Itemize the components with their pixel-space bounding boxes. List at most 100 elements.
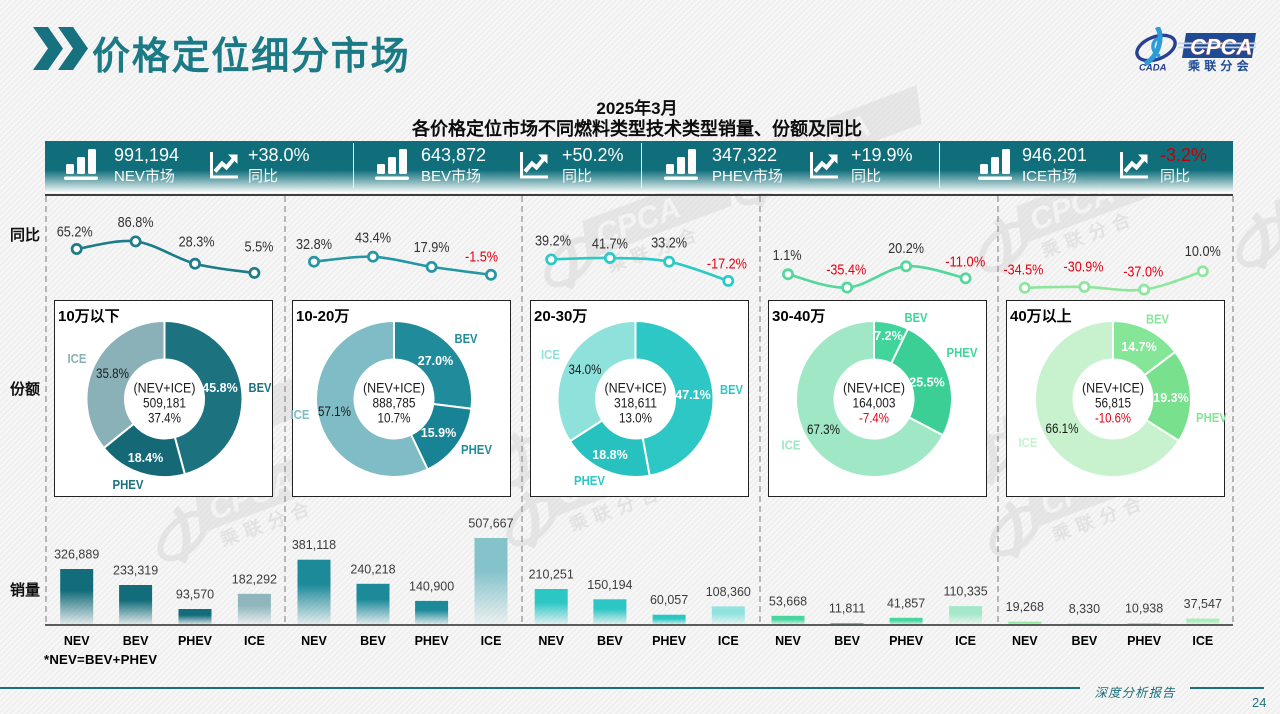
svg-text:326,889: 326,889 — [54, 548, 99, 562]
svg-text:240,218: 240,218 — [350, 562, 395, 576]
svg-text:27.0%: 27.0% — [418, 354, 453, 368]
svg-text:39.2%: 39.2% — [535, 233, 571, 250]
svg-text:20.2%: 20.2% — [888, 240, 924, 257]
svg-text:(NEV+ICE): (NEV+ICE) — [363, 381, 425, 396]
svg-text:+38.0%: +38.0% — [248, 145, 310, 165]
svg-text:NEV: NEV — [301, 634, 327, 648]
svg-text:BEV: BEV — [249, 380, 272, 395]
svg-text:PHEV: PHEV — [1196, 410, 1227, 425]
svg-text:57.1%: 57.1% — [318, 404, 351, 419]
svg-text:同比: 同比 — [1160, 168, 1190, 185]
svg-text:347,322: 347,322 — [712, 145, 777, 165]
svg-text:19.3%: 19.3% — [1153, 391, 1188, 405]
svg-text:-10.6%: -10.6% — [1095, 411, 1131, 426]
svg-text:ICE: ICE — [541, 347, 560, 362]
svg-text:同比: 同比 — [248, 168, 278, 185]
svg-text:BEV: BEV — [1146, 312, 1169, 327]
svg-text:32.8%: 32.8% — [296, 236, 332, 253]
svg-text:NEV: NEV — [1012, 634, 1038, 648]
svg-text:CADA: CADA — [1139, 63, 1167, 74]
svg-text:60,057: 60,057 — [650, 593, 688, 607]
svg-text:41.7%: 41.7% — [592, 235, 628, 252]
svg-text:PHEV: PHEV — [889, 634, 924, 648]
svg-text:PHEV: PHEV — [461, 442, 492, 457]
svg-text:56,815: 56,815 — [1095, 396, 1131, 411]
svg-text:318,611: 318,611 — [614, 396, 657, 411]
svg-text:18.8%: 18.8% — [592, 448, 627, 462]
svg-text:PHEV: PHEV — [1127, 634, 1162, 648]
svg-text:28.3%: 28.3% — [179, 234, 215, 251]
svg-text:14.7%: 14.7% — [1121, 340, 1156, 354]
svg-text:BEV: BEV — [360, 634, 386, 648]
svg-text:NEV市场: NEV市场 — [114, 168, 175, 185]
svg-text:11,811: 11,811 — [829, 602, 865, 616]
svg-text:45.8%: 45.8% — [202, 381, 237, 395]
svg-text:(NEV+ICE): (NEV+ICE) — [605, 381, 667, 396]
svg-text:108,360: 108,360 — [706, 585, 751, 599]
svg-text:-17.2%: -17.2% — [707, 256, 747, 273]
svg-text:NEV: NEV — [64, 634, 90, 648]
svg-text:ICE: ICE — [291, 407, 310, 422]
svg-text:BEV: BEV — [123, 634, 149, 648]
svg-text:PHEV: PHEV — [574, 473, 605, 488]
svg-text:93,570: 93,570 — [176, 588, 214, 602]
svg-text:15.9%: 15.9% — [421, 426, 456, 440]
svg-text:-30.9%: -30.9% — [1064, 259, 1104, 276]
svg-text:150,194: 150,194 — [587, 578, 632, 592]
svg-text:18.4%: 18.4% — [128, 451, 163, 465]
svg-text:ICE: ICE — [718, 634, 739, 648]
svg-text:BEV: BEV — [1072, 634, 1098, 648]
svg-text:10.7%: 10.7% — [378, 411, 411, 426]
svg-text:86.8%: 86.8% — [118, 214, 154, 231]
svg-text:+19.9%: +19.9% — [851, 145, 913, 165]
svg-text:507,667: 507,667 — [468, 517, 513, 531]
svg-text:BEV: BEV — [597, 634, 623, 648]
svg-text:37.4%: 37.4% — [148, 411, 181, 426]
svg-text:PHEV市场: PHEV市场 — [712, 168, 783, 185]
svg-text:5.5%: 5.5% — [245, 239, 274, 256]
svg-text:NEV: NEV — [538, 634, 564, 648]
svg-text:10,938: 10,938 — [1125, 602, 1163, 616]
svg-text:164,003: 164,003 — [853, 396, 896, 411]
svg-text:643,872: 643,872 — [421, 145, 486, 165]
svg-text:ICE: ICE — [68, 351, 87, 366]
svg-text:ICE: ICE — [1192, 634, 1213, 648]
svg-text:888,785: 888,785 — [373, 396, 416, 411]
svg-text:(NEV+ICE): (NEV+ICE) — [843, 381, 905, 396]
svg-text:65.2%: 65.2% — [57, 223, 93, 240]
svg-text:381,118: 381,118 — [292, 538, 336, 552]
svg-text:ICE: ICE — [481, 634, 502, 648]
svg-text:67.3%: 67.3% — [807, 422, 840, 437]
svg-text:-35.4%: -35.4% — [826, 262, 866, 279]
svg-text:47.1%: 47.1% — [675, 388, 710, 402]
svg-text:(NEV+ICE): (NEV+ICE) — [1082, 381, 1144, 396]
svg-text:BEV市场: BEV市场 — [421, 168, 481, 185]
svg-text:37,547: 37,547 — [1184, 597, 1222, 611]
svg-text:ICE市场: ICE市场 — [1022, 168, 1077, 185]
svg-text:7.2%: 7.2% — [874, 329, 903, 343]
svg-text:PHEV: PHEV — [113, 477, 144, 492]
svg-text:乘联分会: 乘联分会 — [1187, 58, 1253, 73]
svg-text:35.8%: 35.8% — [96, 366, 129, 381]
svg-text:CPCA: CPCA — [1190, 35, 1252, 60]
svg-text:PHEV: PHEV — [178, 634, 213, 648]
svg-text:110,335: 110,335 — [943, 585, 987, 599]
svg-text:-37.0%: -37.0% — [1123, 263, 1163, 280]
svg-text:PHEV: PHEV — [652, 634, 687, 648]
svg-text:233,319: 233,319 — [113, 564, 158, 578]
svg-text:17.9%: 17.9% — [414, 239, 450, 256]
svg-text:ICE: ICE — [782, 438, 801, 453]
svg-text:41,857: 41,857 — [887, 596, 925, 610]
svg-text:BEV: BEV — [834, 634, 860, 648]
svg-text:10.0%: 10.0% — [1185, 243, 1221, 260]
svg-text:210,251: 210,251 — [529, 568, 574, 582]
svg-text:19,268: 19,268 — [1006, 600, 1044, 614]
svg-text:34.0%: 34.0% — [569, 362, 602, 377]
svg-text:53,668: 53,668 — [769, 594, 807, 608]
svg-text:BEV: BEV — [720, 382, 743, 397]
svg-text:BEV: BEV — [455, 331, 478, 346]
svg-text:NEV: NEV — [775, 634, 801, 648]
svg-text:-1.5%: -1.5% — [465, 249, 498, 266]
svg-text:25.5%: 25.5% — [909, 376, 944, 390]
svg-text:66.1%: 66.1% — [1046, 421, 1079, 436]
